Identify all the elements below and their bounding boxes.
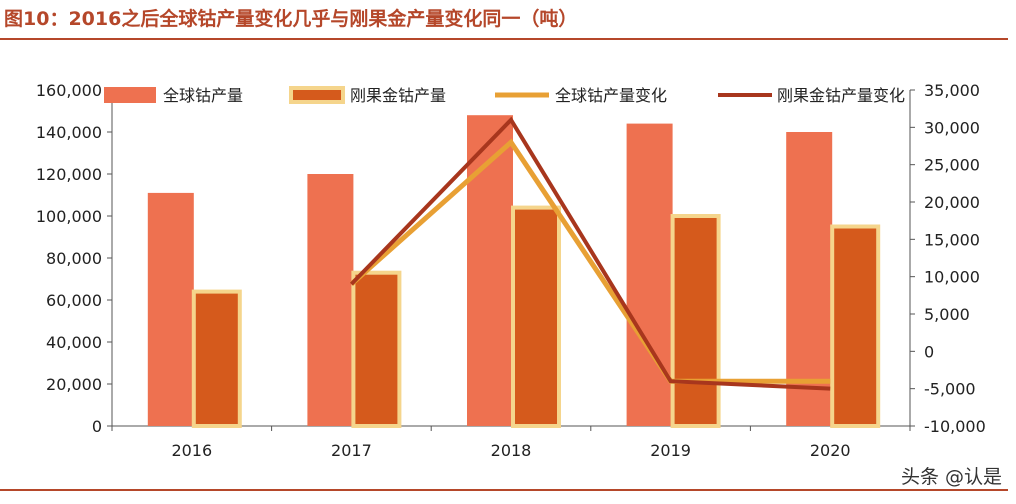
x-tick-label: 2019 — [650, 441, 691, 460]
left-y-tick-label: 120,000 — [36, 165, 102, 184]
global-production-bar — [147, 192, 194, 426]
watermark: 头条 @认是 — [900, 466, 1002, 488]
left-y-tick-label: 0 — [92, 417, 102, 436]
global-production-bar — [626, 123, 673, 426]
drc-production-bar — [191, 289, 242, 428]
bottom-rule — [0, 489, 1008, 491]
legend-global-production-swatch — [104, 87, 156, 103]
left-y-tick-label: 140,000 — [36, 123, 102, 142]
global-production-bar — [786, 132, 833, 426]
right-y-tick-label: -10,000 — [924, 417, 986, 436]
right-y-tick-label: 15,000 — [924, 230, 980, 249]
drc-production-bar — [351, 270, 402, 429]
x-tick-label: 2016 — [171, 441, 212, 460]
legend-drc-production-label: 刚果金钴产量 — [350, 86, 446, 105]
right-y-tick-label: 25,000 — [924, 156, 980, 175]
figure-title: 图10：2016之后全球钴产量变化几乎与刚果金产量变化同一（吨） — [4, 8, 578, 30]
right-y-tick-label: 20,000 — [924, 193, 980, 212]
title-rule — [0, 38, 1008, 40]
x-tick-label: 2020 — [810, 441, 851, 460]
x-tick-label: 2017 — [331, 441, 372, 460]
legend-drc-production-swatch — [289, 86, 345, 104]
legend-drc-change-label: 刚果金钴产量变化 — [777, 86, 905, 105]
drc-change-line — [349, 116, 831, 391]
global-production-bar — [307, 174, 354, 426]
drc-production-bar — [511, 205, 561, 428]
global-change-line — [349, 138, 831, 384]
left-y-tick-label: 60,000 — [46, 291, 102, 310]
drc-production-bar — [830, 224, 881, 428]
right-y-tick-label: -5,000 — [924, 380, 976, 399]
right-y-tick-label: 0 — [924, 342, 934, 361]
left-y-tick-label: 100,000 — [36, 207, 102, 226]
legend-global-production-label: 全球钴产量 — [163, 86, 243, 105]
left-y-tick-label: 20,000 — [46, 375, 102, 394]
right-y-tick-label: 35,000 — [924, 81, 980, 100]
right-y-tick-label: 30,000 — [924, 118, 980, 137]
left-y-tick-label: 80,000 — [46, 249, 102, 268]
x-tick-label: 2018 — [491, 441, 532, 460]
combo-chart: 0 20,000 40,000 60,000 80,000 100,000 120,000 1… — [36, 81, 986, 460]
global-production-bar — [467, 115, 513, 426]
right-y-tick-label: 10,000 — [924, 268, 980, 287]
left-y-tick-label: 40,000 — [46, 333, 102, 352]
right-y-tick-label: 5,000 — [924, 305, 970, 324]
legend-global-change-label: 全球钴产量变化 — [555, 86, 667, 105]
drc-production-bar — [670, 214, 721, 428]
left-y-tick-label: 160,000 — [36, 81, 102, 100]
